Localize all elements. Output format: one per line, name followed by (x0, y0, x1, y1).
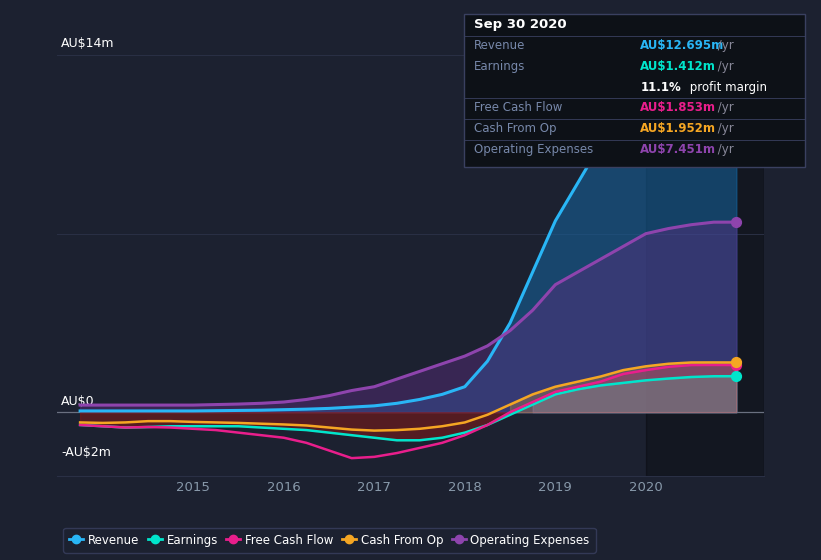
Point (730, 358, 743, 367)
Text: AU$1.952m: AU$1.952m (640, 122, 717, 135)
Text: -AU$2m: -AU$2m (61, 446, 111, 459)
Text: Earnings: Earnings (474, 60, 525, 73)
Point (730, 218, 743, 227)
Point (730, 84, 743, 93)
Text: AU$0: AU$0 (61, 395, 94, 408)
Point (730, 361, 743, 370)
Text: profit margin: profit margin (686, 81, 767, 94)
Text: Cash From Op: Cash From Op (474, 122, 556, 135)
Text: /yr: /yr (714, 101, 734, 114)
Text: /yr: /yr (714, 143, 734, 156)
Text: /yr: /yr (714, 122, 734, 135)
Text: 11.1%: 11.1% (640, 81, 681, 94)
Text: AU$7.451m: AU$7.451m (640, 143, 717, 156)
Text: Sep 30 2020: Sep 30 2020 (474, 18, 566, 31)
Text: /yr: /yr (714, 60, 734, 73)
Text: Revenue: Revenue (474, 39, 525, 52)
Legend: Revenue, Earnings, Free Cash Flow, Cash From Op, Operating Expenses: Revenue, Earnings, Free Cash Flow, Cash … (63, 528, 595, 553)
Text: Operating Expenses: Operating Expenses (474, 143, 593, 156)
Text: AU$12.695m: AU$12.695m (640, 39, 725, 52)
Text: AU$1.412m: AU$1.412m (640, 60, 716, 73)
Text: /yr: /yr (714, 39, 734, 52)
Text: AU$14m: AU$14m (61, 38, 114, 50)
Point (730, 372, 743, 381)
Text: Free Cash Flow: Free Cash Flow (474, 101, 562, 114)
Text: AU$1.853m: AU$1.853m (640, 101, 717, 114)
Bar (646, 17, 764, 476)
